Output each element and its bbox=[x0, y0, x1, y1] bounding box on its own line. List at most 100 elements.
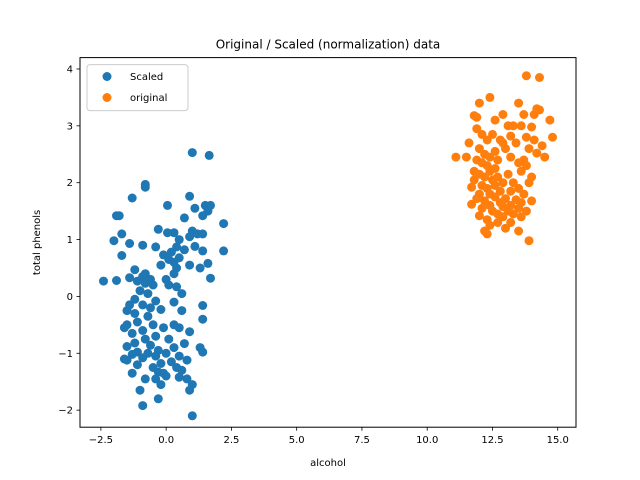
point-scaled-62 bbox=[143, 289, 153, 299]
point-scaled-124 bbox=[185, 385, 195, 395]
point-scaled-116 bbox=[161, 371, 171, 381]
point-original-16 bbox=[503, 121, 513, 131]
point-scaled-1 bbox=[204, 150, 214, 160]
point-original-12 bbox=[545, 115, 555, 125]
point-scaled-105 bbox=[122, 355, 132, 365]
point-original-68 bbox=[506, 186, 516, 196]
point-scaled-102 bbox=[174, 351, 184, 361]
point-scaled-107 bbox=[166, 357, 176, 367]
point-original-34 bbox=[490, 146, 500, 156]
point-scaled-61 bbox=[177, 289, 187, 299]
point-original-89 bbox=[521, 206, 531, 216]
point-original-3 bbox=[474, 98, 484, 108]
point-scaled-106 bbox=[182, 355, 192, 365]
point-scaled-87 bbox=[140, 334, 150, 344]
point-scaled-54 bbox=[99, 276, 108, 286]
point-original-96 bbox=[493, 218, 503, 227]
point-original-91 bbox=[508, 209, 518, 219]
point-original-103 bbox=[524, 236, 534, 246]
point-original-30 bbox=[537, 141, 547, 151]
x-axis-label: alcohol bbox=[310, 458, 346, 469]
point-scaled-91 bbox=[146, 340, 155, 350]
point-original-22 bbox=[521, 132, 531, 142]
point-original-28 bbox=[511, 138, 521, 148]
point-scaled-5 bbox=[127, 193, 137, 203]
x-tick-label: 10.0 bbox=[416, 435, 438, 446]
point-original-60 bbox=[508, 178, 518, 188]
point-original-46 bbox=[514, 158, 524, 168]
point-scaled-45 bbox=[130, 265, 140, 275]
point-scaled-20 bbox=[117, 229, 127, 239]
point-scaled-94 bbox=[169, 343, 179, 353]
point-scaled-121 bbox=[156, 380, 166, 390]
point-original-52 bbox=[516, 166, 526, 176]
y-tick-label: 0 bbox=[67, 292, 73, 303]
point-scaled-86 bbox=[151, 331, 161, 341]
point-original-86 bbox=[477, 203, 487, 213]
legend-marker-original bbox=[102, 93, 112, 102]
y-tick-label: 2 bbox=[67, 178, 73, 189]
x-tick-label: 12.5 bbox=[481, 435, 503, 446]
point-scaled-83 bbox=[138, 326, 148, 335]
point-scaled-70 bbox=[122, 306, 132, 316]
point-scaled-103 bbox=[138, 353, 148, 363]
point-original-54 bbox=[503, 169, 513, 179]
y-axis-label: total phenols bbox=[32, 210, 43, 275]
plot-frame bbox=[79, 57, 577, 428]
point-scaled-71 bbox=[156, 305, 166, 314]
point-scaled-92 bbox=[122, 342, 132, 351]
point-scaled-84 bbox=[127, 328, 137, 338]
x-tick-label: 2.5 bbox=[223, 435, 239, 446]
point-scaled-16 bbox=[153, 224, 163, 234]
point-scaled-18 bbox=[169, 228, 179, 238]
point-scaled-81 bbox=[174, 323, 184, 333]
point-scaled-59 bbox=[172, 282, 182, 292]
point-scaled-34 bbox=[166, 247, 176, 257]
point-original-99 bbox=[501, 223, 510, 233]
point-original-18 bbox=[472, 124, 482, 134]
point-scaled-114 bbox=[177, 365, 187, 375]
legend-label-original: original bbox=[130, 93, 167, 104]
point-scaled-14 bbox=[179, 213, 189, 223]
point-scaled-75 bbox=[198, 314, 208, 324]
point-original-69 bbox=[495, 186, 505, 196]
point-scaled-73 bbox=[130, 309, 140, 318]
point-scaled-115 bbox=[127, 368, 137, 378]
point-scaled-85 bbox=[185, 327, 195, 337]
point-scaled-77 bbox=[148, 320, 158, 330]
point-original-61 bbox=[498, 178, 508, 188]
point-scaled-10 bbox=[190, 203, 200, 213]
x-tick-label: 7.5 bbox=[354, 435, 370, 446]
point-scaled-42 bbox=[156, 260, 166, 270]
point-original-97 bbox=[506, 218, 516, 227]
point-original-74 bbox=[472, 194, 482, 204]
point-original-48 bbox=[521, 161, 531, 171]
y-axis: −2 −1 0 1 2 3 4 bbox=[58, 64, 80, 417]
legend-label-scaled: Scaled bbox=[130, 72, 163, 83]
point-original-72 bbox=[519, 189, 529, 199]
point-scaled-108 bbox=[156, 359, 166, 368]
point-scaled-125 bbox=[153, 394, 163, 404]
point-original-65 bbox=[467, 182, 477, 192]
point-original-2 bbox=[485, 92, 495, 102]
x-tick-label: 15.0 bbox=[547, 435, 569, 446]
point-scaled-126 bbox=[138, 401, 148, 411]
x-tick-label: 0.0 bbox=[158, 435, 174, 446]
point-scaled-28 bbox=[151, 242, 161, 252]
point-original-1 bbox=[535, 73, 544, 82]
point-original-29 bbox=[464, 138, 474, 148]
point-scaled-27 bbox=[138, 240, 148, 250]
point-original-62 bbox=[524, 178, 534, 188]
point-scaled-66 bbox=[138, 300, 148, 310]
point-scaled-60 bbox=[135, 286, 145, 296]
point-original-101 bbox=[514, 226, 524, 236]
plot-points bbox=[99, 71, 557, 421]
point-original-51 bbox=[485, 166, 495, 176]
point-scaled-99 bbox=[198, 347, 208, 357]
point-scaled-36 bbox=[117, 251, 127, 260]
point-scaled-88 bbox=[164, 334, 174, 344]
point-original-73 bbox=[490, 192, 500, 202]
point-scaled-13 bbox=[114, 211, 124, 221]
point-original-15 bbox=[516, 121, 526, 131]
